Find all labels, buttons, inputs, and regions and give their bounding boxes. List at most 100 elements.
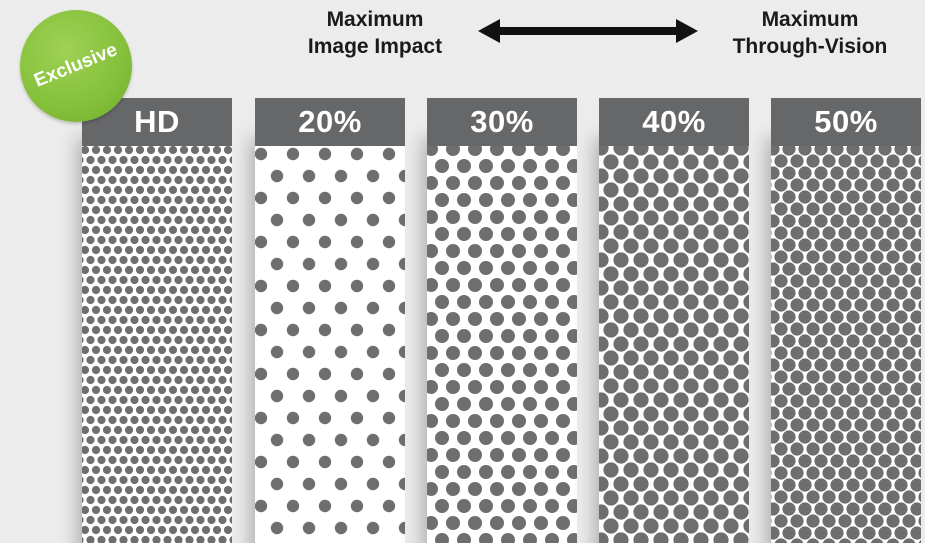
perforation-dot <box>854 442 868 456</box>
perforation-dot <box>501 363 515 377</box>
perforation-dot <box>141 435 150 445</box>
perforation-dot <box>643 406 659 422</box>
perforation-dot <box>806 370 820 384</box>
perforation-dot <box>135 205 145 215</box>
perforation-dot <box>902 346 916 360</box>
perforation-dot <box>185 355 194 365</box>
perforation-dot <box>468 516 482 530</box>
perforation-dot <box>468 278 482 292</box>
perforation-dot <box>86 395 95 405</box>
perforation-dot <box>141 255 150 265</box>
perforation-dot <box>693 224 709 240</box>
perforation-dot <box>838 178 852 192</box>
perforation-dot <box>771 262 780 276</box>
perforation-dot <box>643 154 659 170</box>
perforation-dot <box>534 414 548 428</box>
perforation-dot <box>613 252 629 268</box>
perforation-dot <box>512 516 526 530</box>
perforation-dot <box>229 236 232 244</box>
perforation-dot <box>255 455 268 469</box>
perforation-dot <box>174 295 183 305</box>
perforation-dot <box>910 146 921 156</box>
perforation-dot <box>163 235 172 245</box>
perforation-dot <box>830 406 844 420</box>
perforation-dot <box>798 334 812 348</box>
perforation-dot <box>135 185 145 195</box>
perforation-dot <box>163 335 172 345</box>
perforation-dot <box>124 185 134 195</box>
perforation-dot <box>723 434 739 450</box>
perforation-dot <box>457 227 471 241</box>
perforation-dot <box>886 394 900 408</box>
perforation-dot <box>302 169 316 183</box>
perforation-dot <box>366 345 380 359</box>
perforation-dot <box>179 345 189 355</box>
perforation-dot <box>683 210 699 226</box>
perforation-dot <box>82 425 90 435</box>
perforation-dot <box>512 146 526 156</box>
perforation-dot <box>703 462 719 478</box>
perforation-dot <box>130 515 139 525</box>
perforation-dot <box>157 405 167 415</box>
perforation-dot <box>435 329 449 343</box>
perforation-dot <box>894 146 908 156</box>
perforation-dot <box>113 345 123 355</box>
perforation-dot <box>196 175 205 185</box>
perforation-dot <box>157 285 167 295</box>
perforation-dot <box>918 179 921 191</box>
perforation-dot <box>382 323 396 337</box>
perforation-dot <box>603 266 619 282</box>
perforation-dot <box>653 252 669 268</box>
perforation-dot <box>146 205 156 215</box>
perforation-dot <box>229 256 232 264</box>
perforation-dot <box>168 425 178 435</box>
perforation-dot <box>523 261 537 275</box>
perforation-dot <box>427 210 438 224</box>
perforation-dot <box>878 310 892 324</box>
perforation-dot <box>854 154 868 168</box>
perforation-dot <box>743 182 749 198</box>
perforation-dot <box>693 168 709 184</box>
perforation-dot <box>212 485 222 495</box>
double-arrow-icon <box>478 19 698 43</box>
perforation-dot <box>119 175 128 185</box>
perforation-dot <box>534 176 548 190</box>
perforation-dot <box>862 502 876 516</box>
perforation-dot <box>398 521 405 535</box>
perforation-dot <box>902 298 916 312</box>
perforation-dot <box>613 448 629 464</box>
perforation-dot <box>468 448 482 462</box>
perforation-dot <box>196 535 205 543</box>
perforation-dot <box>623 210 639 226</box>
perforation-dot <box>613 420 629 436</box>
perforation-dot <box>229 496 232 504</box>
perforation-dot <box>723 378 739 394</box>
perforation-dot <box>854 418 868 432</box>
perforation-dot <box>814 190 828 204</box>
perforation-dot <box>97 475 106 485</box>
perforation-dot <box>119 415 128 425</box>
perforation-dot <box>782 214 796 228</box>
max-image-impact-heading: Maximum Image Impact <box>265 6 485 60</box>
perforation-dot <box>870 202 884 216</box>
perforation-dot <box>157 505 167 515</box>
perforation-dot <box>771 158 772 164</box>
perforation-dot <box>501 431 515 445</box>
perforation-dot <box>878 238 892 252</box>
perforation-dot <box>196 215 205 225</box>
perforation-dot <box>334 345 348 359</box>
perforation-dot <box>82 525 90 535</box>
perforation-dot <box>663 294 679 310</box>
perforation-dot <box>902 154 916 168</box>
perforation-dot <box>633 504 649 520</box>
perforation-dot <box>878 358 892 372</box>
perforation-dot <box>168 245 178 255</box>
perforation-dot <box>91 245 101 255</box>
perforation-dot <box>673 336 689 352</box>
perforation-dot <box>501 329 515 343</box>
panel-30-percent: 30% <box>427 98 577 543</box>
perforation-dot <box>350 279 364 293</box>
perforation-dot <box>82 436 84 444</box>
perforation-dot <box>124 305 134 315</box>
perforation-dot <box>446 278 460 292</box>
